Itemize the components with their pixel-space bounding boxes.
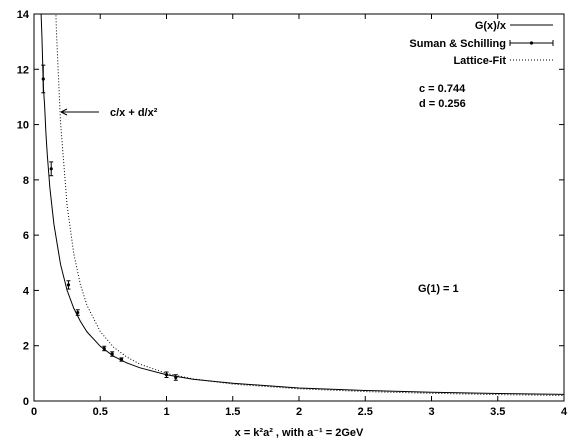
point-marker	[174, 375, 178, 380]
x-tick-label: 0	[31, 406, 37, 418]
data-point	[102, 345, 107, 352]
x-tick-label: 2.5	[358, 406, 373, 418]
data-point	[75, 309, 80, 316]
y-tick-label: 4	[23, 285, 30, 297]
point-marker	[119, 357, 124, 362]
annotation-arrow-head	[60, 108, 68, 116]
point-marker	[49, 167, 53, 171]
legend-entry-2-label: Suman & Schilling	[409, 38, 506, 50]
x-axis-label: x = k²a² , with a⁻¹ = 2GeV	[235, 427, 364, 439]
series-line-3	[55, 14, 564, 396]
data-point	[119, 357, 124, 362]
x-tick-label: 2	[296, 406, 302, 418]
x-tick-label: 1.5	[225, 406, 240, 418]
point-marker	[110, 352, 114, 356]
y-tick-label: 12	[17, 64, 29, 76]
data-point	[49, 161, 54, 177]
data-point	[66, 280, 71, 290]
x-tick-label: 3	[428, 406, 434, 418]
annotation-normalization: G(1) = 1	[418, 283, 459, 295]
x-tick-label: 0.5	[93, 406, 108, 418]
y-tick-label: 2	[23, 341, 29, 353]
plot-frame	[33, 13, 565, 402]
annotation-c-value: c = 0.744	[419, 83, 466, 95]
y-tick-label: 6	[23, 230, 29, 242]
legend-entry-1-label: G(x)/x	[475, 20, 507, 32]
point-marker	[66, 283, 71, 287]
series-line-1	[40, 14, 564, 395]
y-tick-label: 14	[17, 9, 30, 21]
data-point	[110, 351, 115, 357]
legend-entry-3-label: Lattice-Fit	[453, 55, 506, 67]
y-tick-label: 0	[23, 396, 29, 408]
x-tick-label: 4	[561, 406, 568, 418]
annotation-fit-formula: c/x + d/x²	[110, 107, 158, 119]
point-marker	[41, 77, 45, 81]
annotation-d-value: d = 0.256	[419, 98, 466, 110]
x-tick-label: 3.5	[490, 406, 505, 418]
y-tick-label: 10	[17, 120, 29, 132]
x-tick-label: 1	[163, 406, 169, 418]
data-point	[164, 371, 169, 379]
data-point	[41, 64, 46, 94]
point-marker	[102, 346, 106, 351]
point-marker	[76, 310, 80, 315]
y-tick-label: 8	[23, 175, 29, 187]
legend-entry-2-marker	[529, 41, 534, 45]
